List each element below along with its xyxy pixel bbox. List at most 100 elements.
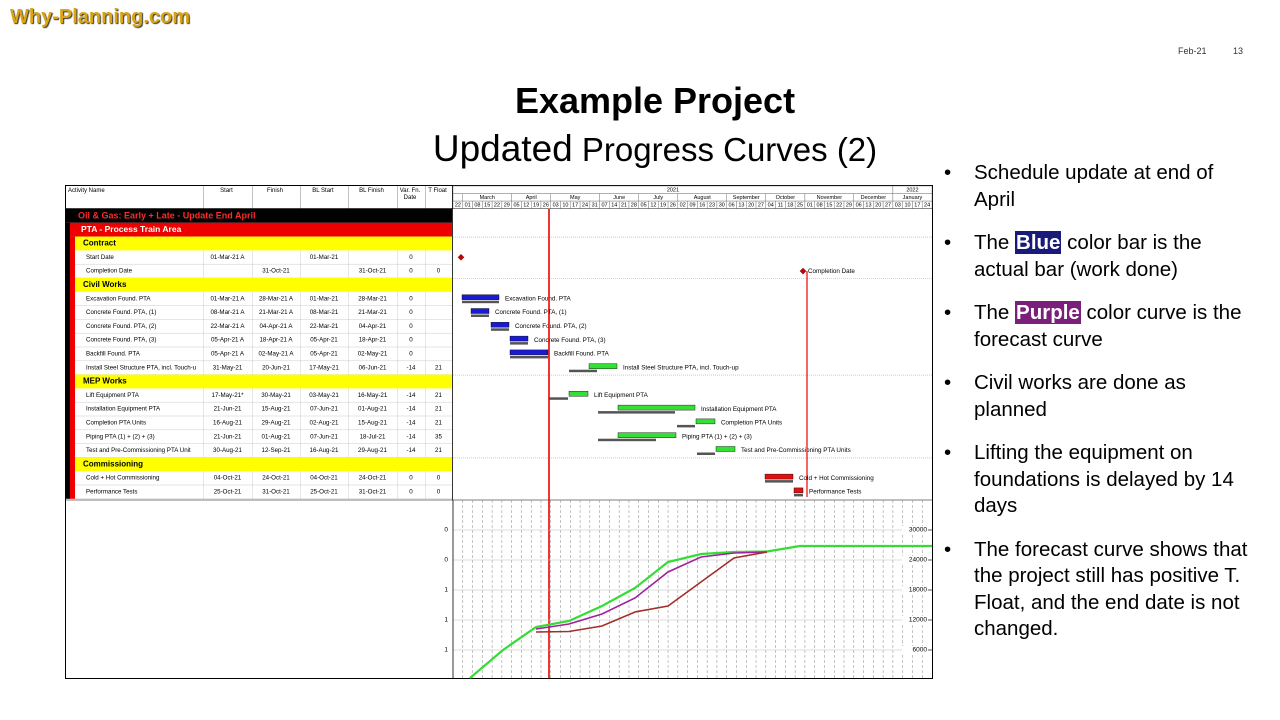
day-label: 05	[513, 202, 519, 208]
column-header: Activity Name	[68, 188, 105, 194]
table-cell: 18-Jul-21	[360, 433, 386, 440]
section-label: Civil Works	[83, 280, 127, 289]
table-cell: 0	[409, 351, 413, 358]
column-header: BL Start	[312, 188, 334, 194]
y-tick-label: 12000	[909, 617, 927, 624]
day-label: 08	[817, 202, 823, 208]
table-cell: Performance Tests	[86, 489, 137, 496]
table-cell: 30-May-21	[261, 392, 291, 399]
day-label: 22	[455, 202, 461, 208]
table-cell: 04-Apr-21	[359, 323, 387, 330]
table-cell: 07-Jun-21	[310, 406, 338, 413]
baseline-bar	[491, 328, 509, 331]
table-cell: 0	[409, 295, 413, 302]
table-cell: 05-Apr-21	[310, 337, 338, 344]
month-label: March	[480, 195, 495, 201]
table-cell: Test and Pre-Commissioning PTA Unit	[86, 447, 191, 454]
day-label: 28	[631, 202, 637, 208]
y-tick-label: 6000	[913, 647, 928, 654]
bullet-text: The forecast curve shows that the projec…	[974, 537, 1248, 641]
page-number: 13	[1233, 46, 1244, 56]
section-label: Commissioning	[83, 459, 143, 468]
column-header: T Float	[428, 188, 447, 194]
bar-label: Excavation Found. PTA	[505, 295, 571, 302]
bar-label: Cold + Hot Commissioning	[799, 475, 874, 482]
table-cell: 21-Jun-21	[214, 406, 242, 413]
day-label: 13	[865, 202, 871, 208]
table-cell: 21	[435, 447, 442, 454]
table-cell: Lift Equipment PTA	[86, 392, 140, 399]
table-cell: 31-Oct-21	[262, 489, 290, 496]
bar-label: Piping PTA (1) + (2) + (3)	[682, 433, 752, 440]
left-axis-label: 1	[444, 587, 448, 594]
table-cell: -14	[407, 433, 417, 440]
month-label: October	[776, 195, 796, 201]
table-cell: 07-Jun-21	[310, 433, 338, 440]
day-label: 17	[572, 202, 578, 208]
day-label: 10	[562, 202, 568, 208]
table-cell: 25-Oct-21	[214, 489, 242, 496]
table-cell: 0	[409, 309, 413, 316]
tick-label-bg	[902, 586, 928, 594]
left-axis-label: 0	[444, 557, 448, 564]
bar-label: Installation Equipment PTA	[701, 406, 777, 413]
subtitle-part: Progress Curves (2)	[581, 131, 878, 168]
site-logo: Why-Planning.com	[10, 6, 190, 28]
section-row	[75, 374, 452, 389]
table-cell: 31-Oct-21	[262, 268, 290, 275]
day-label: 18	[787, 202, 793, 208]
table-cell: 0	[437, 489, 441, 496]
bar-label: Completion Date	[808, 268, 855, 275]
table-cell: 01-Mar-21 A	[210, 254, 245, 261]
bullet: The Purple color curve is the forecast c…	[940, 300, 1250, 353]
day-label: 12	[650, 202, 656, 208]
table-cell: Install Steel Structure PTA, incl. Touch…	[86, 364, 197, 371]
table-cell: 30-Aug-21	[213, 447, 242, 454]
gantt-bar	[509, 335, 529, 342]
table-cell: 08-Mar-21 A	[210, 309, 245, 316]
month-label: July	[653, 195, 663, 201]
table-cell: 24-Oct-21	[262, 475, 290, 482]
day-label: 24	[924, 202, 930, 208]
table-cell: Concrete Found. PTA, (1)	[86, 309, 156, 316]
table-cell: 35	[435, 433, 442, 440]
table-cell: 0	[409, 337, 413, 344]
day-label: 03	[553, 202, 559, 208]
month-label: August	[694, 195, 712, 201]
bar-label: Performance Tests	[809, 489, 861, 496]
bullet-text: Lifting the equipment on foundations is …	[974, 441, 1234, 517]
tick-label-bg	[902, 556, 928, 564]
table-cell: 0	[409, 268, 413, 275]
table-cell: 0	[409, 323, 413, 330]
table-cell: 21	[435, 364, 442, 371]
day-label: 06	[856, 202, 862, 208]
gantt-bar	[509, 349, 549, 356]
month-label: January	[903, 195, 923, 201]
gantt-bar	[617, 432, 677, 438]
table-cell: 21	[435, 392, 442, 399]
table-cell: 12-Sep-21	[262, 447, 291, 454]
table-cell: 0	[409, 475, 413, 482]
gantt-bar	[461, 294, 500, 300]
table-cell: 16-Aug-21	[310, 447, 339, 454]
bullet-text: Schedule update at end of April	[974, 161, 1214, 211]
table-cell: 05-Apr-21 A	[211, 337, 245, 344]
highlight-word: Blue	[1015, 231, 1062, 254]
month-label: September	[733, 195, 760, 201]
table-cell: Completion PTA Units	[86, 420, 146, 427]
section-row	[75, 457, 452, 472]
table-cell: 18-Apr-21	[359, 337, 387, 344]
day-label: 13	[738, 202, 744, 208]
band-label: Oil & Gas: Early + Late - Update End Apr…	[78, 210, 255, 220]
bullet: Civil works are done as planned	[940, 370, 1250, 423]
baseline-bar	[677, 424, 695, 428]
slide-title: Example Project	[514, 80, 796, 121]
milestone	[799, 267, 807, 275]
bullet: Lifting the equipment on foundations is …	[940, 440, 1250, 520]
table-cell: 05-Apr-21 A	[211, 351, 245, 358]
day-label: 02	[680, 202, 686, 208]
table-cell: -14	[407, 406, 417, 413]
day-label: 07	[601, 202, 607, 208]
table-cell: 0	[409, 489, 413, 496]
